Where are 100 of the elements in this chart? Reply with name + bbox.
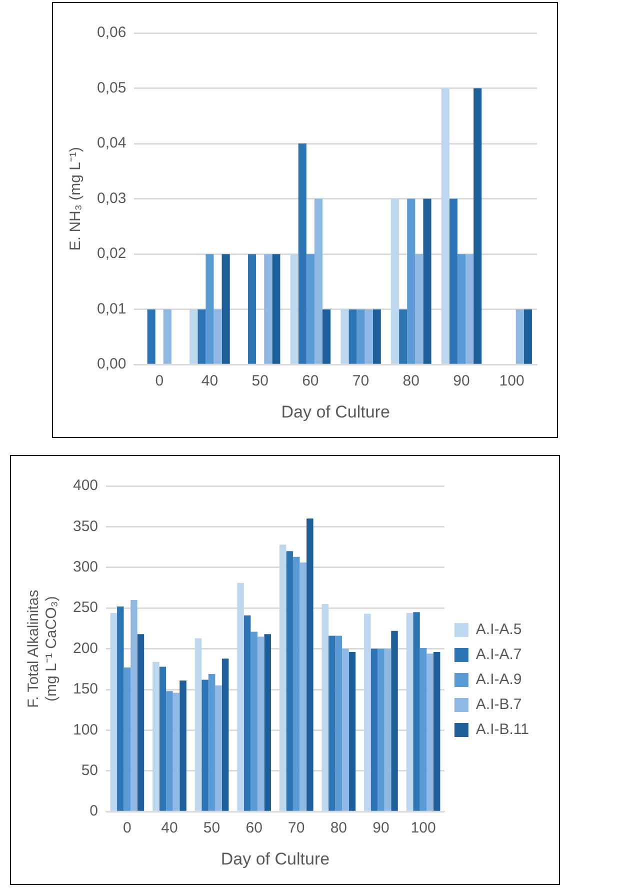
bar [390, 198, 400, 364]
legend-label: A.I-A.7 [476, 646, 522, 664]
y-tick-label: 150 [72, 680, 98, 698]
bar [348, 309, 357, 364]
bar [137, 634, 144, 811]
bar [384, 648, 392, 811]
bar [300, 562, 307, 811]
bar [306, 518, 314, 811]
x-axis-title: Day of Culture [220, 849, 330, 868]
y-tick-label: 250 [72, 599, 98, 616]
bar [391, 630, 398, 811]
bar [130, 600, 138, 811]
bar [198, 309, 206, 364]
bar [322, 309, 331, 364]
bar [314, 198, 323, 364]
bar [474, 88, 482, 364]
y-tick-label: 0,04 [96, 134, 126, 152]
x-tick-label: 40 [161, 820, 178, 837]
bar [222, 658, 229, 811]
bar [206, 254, 214, 364]
bar [244, 615, 251, 811]
y-tick-label: 0 [90, 802, 98, 820]
bar [159, 666, 166, 811]
x-tick-label: 100 [499, 372, 524, 390]
legend-label: A.I-B.7 [476, 696, 522, 714]
bar [290, 254, 298, 364]
bar [214, 309, 222, 364]
y-tick-label: 350 [72, 518, 98, 535]
bar [356, 309, 365, 364]
bar [372, 309, 381, 364]
y-tick-label: 0,06 [96, 24, 126, 42]
y-tick-label: 300 [72, 558, 98, 576]
x-tick-label: 0 [155, 372, 164, 390]
bar [466, 254, 474, 364]
bar [202, 680, 208, 811]
bar [364, 309, 373, 364]
bar [124, 668, 131, 811]
bar [272, 254, 280, 364]
bar [194, 638, 202, 811]
legend-label: A.I-A.9 [476, 671, 522, 688]
y-tick-label: 400 [72, 477, 98, 494]
x-tick-label: 90 [372, 820, 390, 837]
bar [117, 606, 124, 811]
bar [110, 612, 118, 811]
y-axis-title: F. Total Alkalinitas (mg L⁻¹ CaCO₃) [25, 590, 60, 708]
bar [378, 648, 384, 811]
bar [370, 648, 378, 811]
y-tick-label: 0,05 [96, 79, 126, 96]
bar [172, 692, 180, 811]
bar [264, 634, 271, 811]
y-axis-title: E. NH₃ (mg L⁻¹) [67, 146, 84, 251]
bar [147, 309, 156, 364]
bar [406, 612, 414, 811]
bar [516, 309, 524, 364]
bar [340, 309, 349, 364]
x-tick-label: 70 [352, 372, 370, 390]
legend-label: A.I-B.11 [476, 721, 530, 738]
y-tick-label: 0,02 [96, 245, 126, 262]
bar [190, 309, 198, 364]
x-tick-label: 80 [402, 372, 420, 390]
legend-label: A.I-A.5 [476, 621, 522, 638]
x-tick-label: 60 [246, 820, 262, 837]
bar [413, 612, 420, 811]
bar [163, 309, 172, 364]
x-tick-label: 60 [302, 372, 319, 390]
bar [257, 636, 264, 811]
bar [328, 636, 336, 811]
bar [292, 556, 300, 811]
x-axis-title: Day of Culture [281, 402, 390, 422]
bar [524, 309, 532, 364]
bar [457, 254, 466, 364]
x-tick-label: 90 [453, 372, 470, 390]
x-tick-label: 50 [203, 820, 220, 837]
bar [364, 614, 371, 811]
x-tick-label: 100 [410, 820, 436, 837]
bar [248, 254, 256, 364]
x-tick-label: 40 [201, 372, 218, 390]
bar [399, 309, 408, 364]
bar [222, 254, 230, 364]
y-tick-label: 0,00 [96, 356, 126, 373]
bar [180, 680, 186, 811]
bar [415, 254, 424, 364]
bar [208, 674, 216, 811]
bar [166, 691, 173, 811]
bar [433, 652, 440, 811]
bar [152, 662, 160, 811]
bar [420, 648, 427, 811]
bar [298, 144, 306, 364]
bar [407, 198, 416, 364]
y-tick-label: 0,01 [96, 300, 126, 318]
bar [348, 652, 356, 811]
y-tick-label: 50 [81, 762, 98, 780]
x-tick-label: 50 [252, 372, 268, 390]
y-tick-label: 0,03 [96, 190, 126, 207]
x-tick-label: 80 [330, 820, 348, 837]
bar [306, 254, 314, 364]
y-tick-label: 100 [72, 721, 98, 738]
bar [342, 648, 349, 811]
bar [441, 88, 450, 364]
y-tick-label: 200 [72, 640, 98, 657]
